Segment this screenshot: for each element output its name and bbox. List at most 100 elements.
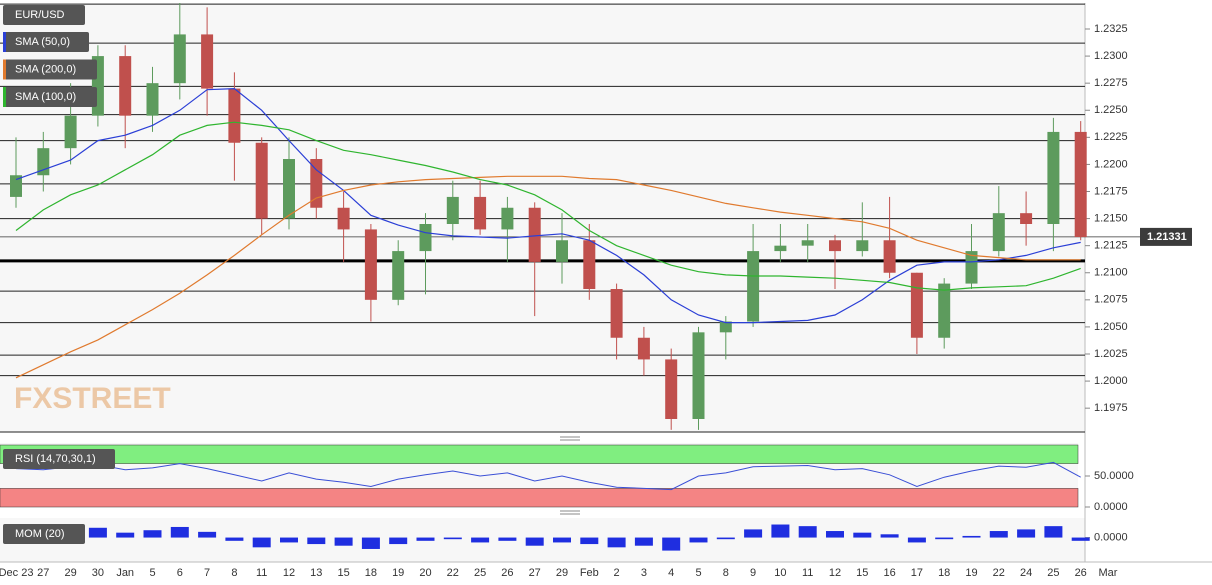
mom-bar [689, 537, 708, 543]
candle-body [283, 159, 295, 219]
x-tick-label: 2 [614, 567, 620, 579]
candle-body [419, 224, 432, 252]
mom-bar [634, 537, 653, 546]
mom-bar [443, 537, 462, 540]
x-tick-label: 4 [668, 567, 674, 579]
legend-entry-box [3, 32, 89, 52]
candle-body [665, 359, 678, 419]
rsi-title: RSI (14,70,30,1) [15, 453, 96, 465]
x-tick-label: 26 [501, 567, 513, 579]
candle-body [747, 251, 760, 322]
legend-entry: SMA (50,0) [15, 36, 70, 48]
mom-bar [962, 535, 981, 538]
y-tick-label: 1.2175 [1094, 185, 1128, 197]
mom-bar [607, 537, 626, 548]
x-tick-label: 18 [365, 567, 377, 579]
candle-body [910, 272, 923, 338]
y-tick-label: 1.1975 [1094, 402, 1128, 414]
candle-body [610, 289, 623, 338]
y-tick-label: 1.2150 [1094, 212, 1128, 224]
mom-title-box [3, 524, 85, 544]
mom-bar [116, 532, 135, 538]
mom-bar [553, 537, 571, 543]
mom-bar [170, 526, 189, 538]
mom-bar [935, 537, 954, 540]
candle-body [392, 251, 405, 300]
overbought-band [0, 444, 1079, 464]
mom-bar [143, 530, 162, 538]
mom-bar [771, 524, 790, 538]
candle-body [692, 332, 705, 419]
splitter[interactable] [560, 436, 580, 441]
sma-line [15, 175, 1081, 379]
mom-bar [744, 529, 763, 538]
splitter[interactable] [560, 510, 580, 515]
x-tick-label: 12 [829, 567, 841, 579]
y-tick-label: 50.0000 [1094, 470, 1134, 482]
x-tick-label: 9 [750, 567, 756, 579]
candle-body [1074, 131, 1087, 237]
candle-body [228, 88, 241, 143]
candle-body [255, 142, 268, 219]
x-tick-label: 26 [1075, 567, 1087, 579]
watermark: FXSTREET [14, 382, 171, 415]
x-tick-label: 5 [695, 567, 701, 579]
last-price-box [1140, 227, 1192, 246]
y-tick-label: 1.2325 [1094, 23, 1128, 35]
x-tick-label: 15 [856, 567, 868, 579]
mom-bar [198, 531, 217, 538]
candle-body [10, 175, 22, 197]
mom-bar [252, 537, 271, 548]
candle-body [146, 83, 159, 116]
candle-body [173, 34, 186, 84]
y-tick-label: 1.2025 [1094, 348, 1128, 360]
x-tick-label: 6 [177, 567, 183, 579]
candle-body [938, 283, 951, 338]
mom-bar [798, 526, 817, 538]
oversold-band [0, 488, 1079, 508]
x-tick-label: 22 [447, 567, 459, 579]
x-tick-label: 8 [231, 567, 237, 579]
mom-bar [853, 532, 872, 538]
x-tick-label: 10 [774, 567, 786, 579]
x-tick-label: 19 [965, 567, 977, 579]
candle-body [801, 240, 814, 246]
candle-body [501, 207, 514, 230]
x-tick-label: 19 [392, 567, 404, 579]
y-tick-label: 1.2100 [1094, 267, 1128, 279]
sma-line [15, 87, 1081, 324]
x-tick-label: Dec 23 [0, 567, 33, 579]
y-tick-label: 0.0000 [1094, 501, 1128, 513]
candle-body [64, 115, 77, 149]
x-tick-label: 27 [529, 567, 541, 579]
legend-entry-swatch [3, 32, 6, 52]
x-tick-label: 20 [419, 567, 431, 579]
y-tick-label: 1.2250 [1094, 104, 1128, 116]
title-box [3, 5, 85, 25]
mom-bar [416, 537, 435, 541]
x-tick-label: Jan [116, 567, 134, 579]
rsi-line [15, 461, 1081, 491]
y-tick-label: 1.2200 [1094, 158, 1128, 170]
candle-body [829, 240, 841, 252]
y-tick-label: 1.2275 [1094, 77, 1128, 89]
mom-bar [1044, 526, 1063, 538]
y-tick-label: 1.2050 [1094, 321, 1128, 333]
mom-bar [662, 537, 681, 551]
mom-bar [580, 537, 599, 545]
candle-body [556, 240, 568, 262]
legend-entry-swatch [3, 87, 6, 107]
candle-body [774, 245, 787, 252]
y-tick-label: 1.2000 [1094, 375, 1128, 387]
candle-body [965, 251, 978, 284]
y-tick-label: 1.2225 [1094, 131, 1128, 143]
x-tick-label: 8 [723, 567, 729, 579]
candle-body [856, 240, 869, 252]
rsi-title-box [3, 449, 115, 469]
x-tick-label: 27 [37, 567, 49, 579]
x-tick-label: 13 [310, 567, 322, 579]
mom-bar [498, 537, 517, 541]
candle-body [1020, 213, 1033, 224]
legend-entry-box [3, 59, 97, 80]
x-tick-label: 29 [556, 567, 568, 579]
